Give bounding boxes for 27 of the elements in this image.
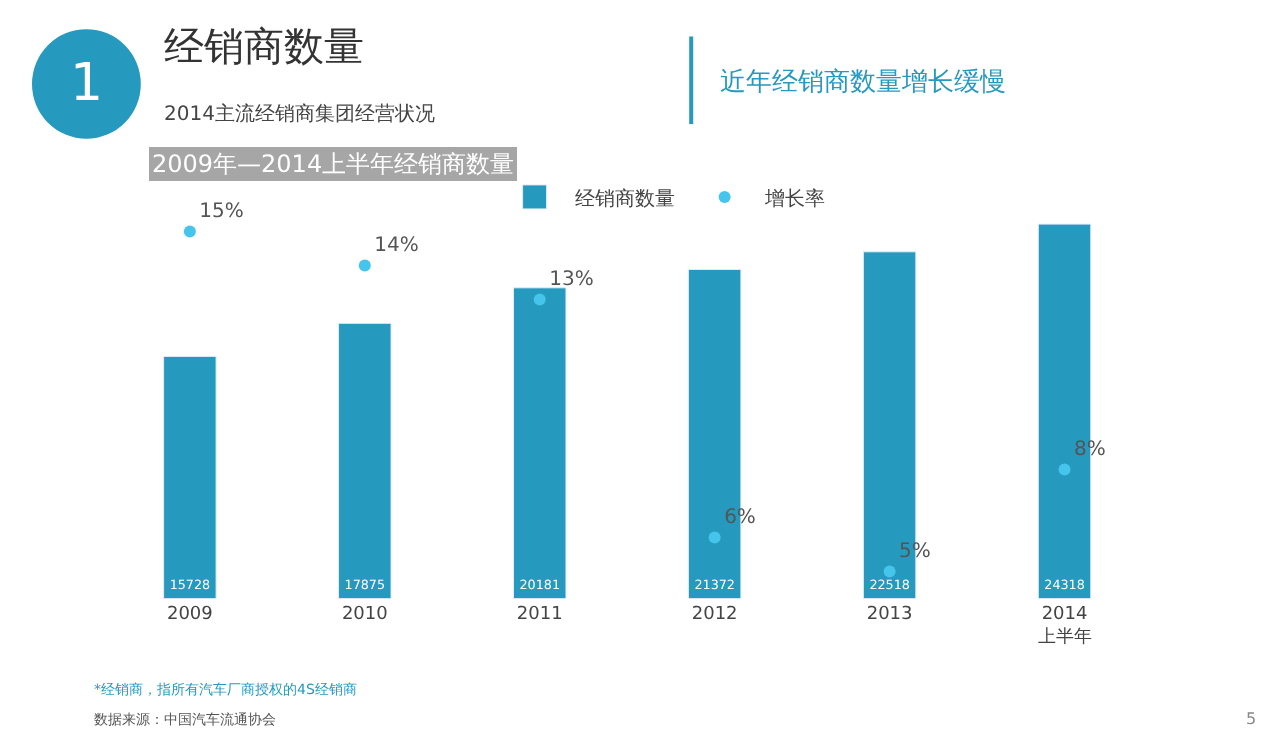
x-tick-label: 2013 (866, 604, 913, 625)
x-tick-label: 2010 (341, 604, 389, 625)
x-tick-label: 2012 (691, 604, 738, 625)
chart-subtitle: 2014主流经销商集团经营状况 (164, 102, 435, 126)
point (358, 259, 371, 272)
point (183, 225, 196, 238)
bar (513, 287, 567, 599)
text: 5 (1246, 710, 1257, 728)
text: 2009年—2014上半年经销商数量 (152, 150, 515, 178)
legend-label: 经销商数量 (574, 186, 675, 211)
point (708, 531, 721, 544)
point (883, 565, 896, 578)
legend-label: 增长率 (762, 186, 825, 211)
text: 1 (70, 54, 104, 114)
point (1058, 463, 1071, 476)
data-label: 8% (1074, 438, 1106, 461)
bar (338, 322, 392, 599)
text: 近年经销商数量增长缓慢 (720, 68, 1006, 98)
point (533, 293, 546, 306)
data-label: 15% (199, 201, 244, 224)
x-tick-label: 2009 (166, 604, 214, 625)
data-label: 13% (549, 269, 594, 292)
bar (163, 355, 217, 599)
data-label: 14% (374, 235, 419, 258)
x-tick-label: 2014 上半年 (1037, 604, 1092, 648)
x-tick-label: 2011 (516, 604, 563, 625)
chart-title: 经销商数量 (164, 22, 364, 70)
